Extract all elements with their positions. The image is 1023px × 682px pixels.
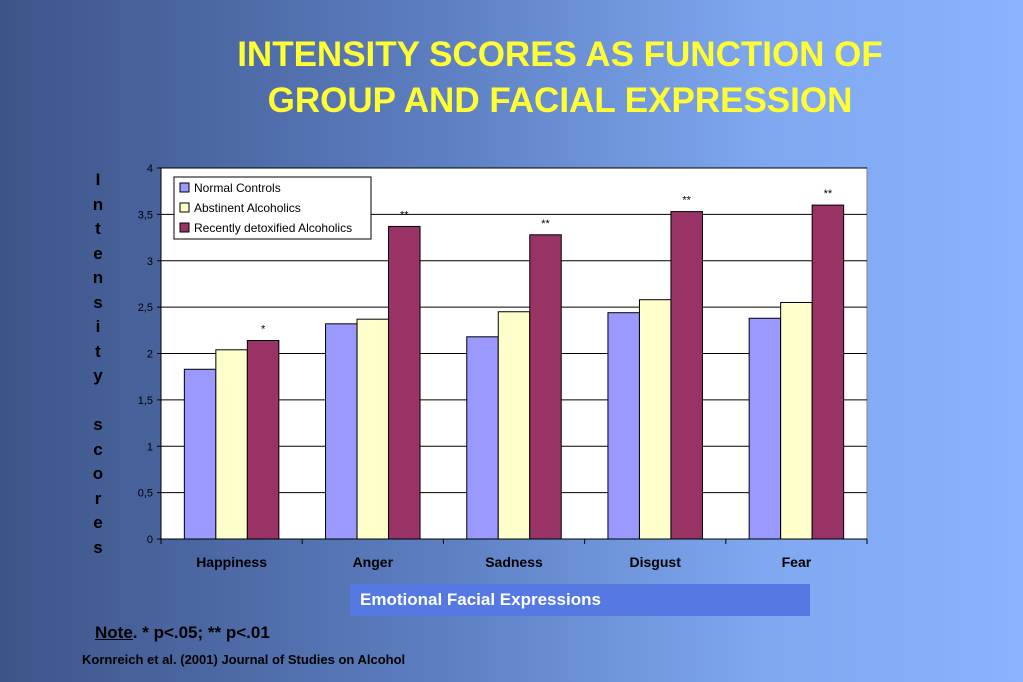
x-tick-label: Fear [782,554,812,570]
y-tick-label: 4 [147,163,153,175]
legend-label: Normal Controls [194,181,281,195]
x-tick-label: Happiness [196,554,267,570]
y-axis-label-char: e [93,513,103,532]
y-axis-label-char: s [93,415,103,434]
y-axis-label-char: s [93,292,103,312]
significance-marker: ** [400,209,409,221]
x-axis-label: Emotional Facial Expressions [350,584,810,616]
y-axis-label-char: o [92,464,104,483]
y-tick-label: 0 [147,534,153,546]
significance-marker: ** [824,188,833,200]
y-tick-label: 1,5 [138,395,153,407]
slide-title: INTENSITY SCORES AS FUNCTION OF GROUP AN… [0,32,1023,124]
y-tick-label: 1 [147,441,153,453]
significance-marker: * [261,324,266,336]
bar [780,301,813,540]
bar [607,312,640,540]
note-label: Note [95,623,133,642]
bar [466,336,499,540]
bar [529,234,562,540]
x-tick-label: Anger [353,554,394,570]
y-axis-label-char: c [93,439,103,459]
significance-note: Note. * p<.05; ** p<.01 [95,623,270,643]
y-axis-label-char: r [94,488,102,508]
y-axis-label-char: y [93,366,103,385]
legend-label: Abstinent Alcoholics [194,201,301,215]
y-tick-label: 2 [147,349,153,361]
y-axis-label-char: e [93,243,103,263]
bar [246,340,280,540]
legend-swatch [179,202,190,213]
legend-label: Recently detoxified Alcoholics [194,221,352,235]
y-axis-label-char: I [95,170,101,189]
bar [497,311,531,540]
legend-swatch [179,222,190,233]
bar [388,225,421,540]
y-axis-label-char: n [92,194,104,214]
y-tick-label: 3,5 [138,209,153,221]
bar [215,349,248,540]
citation: Kornreich et al. (2001) Journal of Studi… [82,652,406,667]
bar [748,317,782,540]
y-axis-label-char: n [92,268,104,287]
bar [811,204,845,540]
y-tick-label: 3 [147,256,153,268]
note-text: . * p<.05; ** p<.01 [132,623,270,642]
bar [325,323,358,540]
y-axis-label-char: t [95,341,101,361]
legend-swatch [179,182,190,193]
significance-marker: ** [541,218,550,230]
y-axis-label-char: s [93,537,103,557]
bar [638,299,672,540]
y-axis-label-char: i [95,317,101,336]
y-axis-label-char: t [95,219,101,238]
significance-marker: ** [682,195,691,207]
title-line-1: INTENSITY SCORES AS FUNCTION OF [237,35,883,74]
legend-box [173,176,372,240]
bar [670,211,703,540]
title-line-2: GROUP AND FACIAL EXPRESSION [267,81,853,120]
bar [183,368,217,540]
y-tick-label: 2,5 [138,302,153,314]
bar [356,318,390,540]
y-tick-label: 0,5 [138,488,153,500]
x-tick-label: Sadness [485,554,543,570]
x-tick-label: Disgust [630,554,682,570]
